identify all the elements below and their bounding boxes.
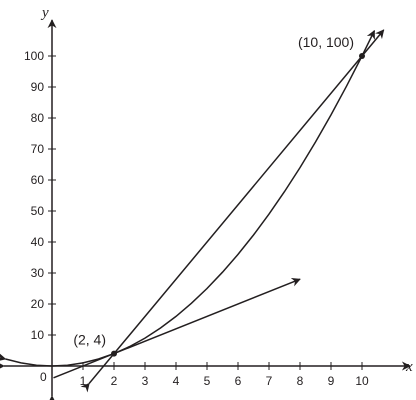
points: (2, 4) (10, 100) (73, 34, 365, 357)
point-2-4 (111, 350, 117, 357)
y-tick-label-50: 50 (31, 204, 45, 218)
x-tick-label-10: 10 (355, 374, 369, 388)
curve-line (0, 29, 376, 367)
y-axis-label: y (40, 5, 49, 21)
x-tick-label-9: 9 (328, 374, 335, 388)
y-tick-label-100: 100 (24, 49, 44, 63)
y-tick-label-60: 60 (31, 173, 45, 187)
tangent-line (53, 278, 301, 379)
series (0, 29, 385, 393)
x-tick-label-8: 8 (297, 374, 304, 388)
x-tick-label-5: 5 (204, 374, 211, 388)
x-tick-label-4: 4 (173, 374, 180, 388)
axes: x y 0 (0, 5, 413, 400)
point-label-2-4: (2, 4) (73, 332, 106, 348)
x-tick-label-2: 2 (111, 374, 118, 388)
point-label-10-100: (10, 100) (298, 34, 354, 50)
point-10-100 (359, 53, 365, 59)
y-tick-label-80: 80 (31, 111, 45, 125)
y-tick-label-10: 10 (31, 328, 45, 342)
y-tick-label-30: 30 (31, 266, 45, 280)
x-tick-label-3: 3 (142, 374, 149, 388)
y-tick-label-40: 40 (31, 235, 45, 249)
y-tick-label-90: 90 (31, 80, 45, 94)
x-tick-label-6: 6 (235, 374, 242, 388)
origin-label: 0 (40, 370, 47, 384)
x-tick-label-1: 1 (80, 374, 87, 388)
y-tick-label-70: 70 (31, 142, 45, 156)
x-axis-label: x (405, 359, 413, 375)
x-tick-label-7: 7 (266, 374, 273, 388)
secant-line (80, 29, 385, 393)
y-tick-label-20: 20 (31, 297, 45, 311)
